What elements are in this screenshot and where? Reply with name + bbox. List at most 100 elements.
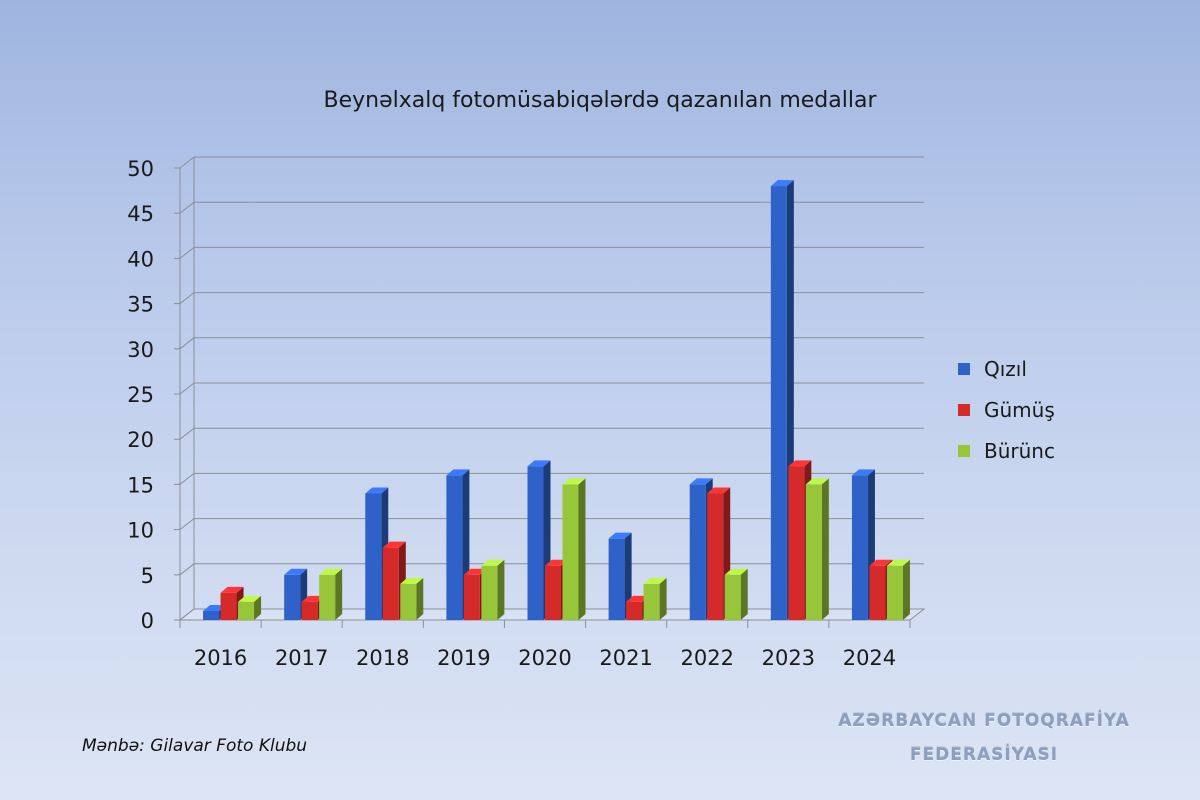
bar-brnc-2023: [805, 478, 829, 620]
x-tick-label: 2022: [680, 646, 733, 670]
bar-front: [365, 493, 382, 620]
bar-side: [659, 577, 667, 620]
y-tick-label: 45: [127, 202, 154, 226]
bar-top: [301, 595, 325, 602]
watermark-line-2: FEDERASİYASI: [909, 745, 1059, 765]
bar-top: [851, 469, 875, 476]
bar-front: [527, 466, 544, 620]
x-tick-label: 2023: [762, 646, 815, 670]
bar-front: [382, 547, 399, 620]
bar-top: [220, 586, 244, 593]
bar-front: [301, 601, 318, 620]
bar-side: [624, 532, 632, 620]
bar-front: [562, 484, 579, 620]
bar-front: [446, 475, 463, 620]
bar-front: [851, 475, 868, 620]
bar-brnc-2020: [562, 478, 586, 620]
bar-top: [463, 568, 487, 575]
bar-qzl-2021: [608, 532, 632, 620]
bar-front: [545, 565, 561, 620]
gridline-side: [179, 563, 195, 576]
bar-front: [724, 574, 741, 620]
bar-top: [284, 568, 308, 575]
bar-top: [562, 478, 586, 485]
bar-top: [643, 577, 667, 584]
bar-front: [220, 592, 237, 620]
bar-top: [319, 568, 343, 575]
x-tick-label: 2021: [599, 646, 652, 670]
bar-top: [365, 487, 389, 494]
bar-side: [821, 478, 829, 620]
bar-front: [689, 484, 706, 620]
gridline-side: [179, 201, 195, 214]
bar-top: [770, 180, 794, 187]
bar-brnc-2017: [319, 568, 343, 620]
y-tick-label: 40: [127, 247, 154, 271]
bar-top: [527, 460, 551, 467]
y-tick-label: 5: [141, 564, 154, 588]
bar-side: [740, 568, 748, 620]
bar-top: [238, 595, 262, 602]
bar-top: [869, 559, 893, 566]
gridline-side: [179, 427, 195, 440]
bar-top: [724, 568, 748, 575]
bar-brnc-2018: [400, 577, 424, 620]
gridline-side: [179, 292, 195, 304]
chart-title: Beynəlxalq fotomüsabiqələrdə qazanılan m…: [323, 88, 877, 113]
bar-top: [446, 469, 470, 476]
bar-front: [869, 565, 886, 620]
bar-top: [203, 604, 227, 611]
y-tick-label: 25: [127, 383, 154, 407]
y-tick-label: 10: [127, 519, 154, 543]
legend-swatch: [958, 403, 970, 416]
x-tick-label: 2016: [194, 646, 247, 670]
bar-front: [608, 538, 625, 620]
legend: Qızıl Gümüş Bürünc: [958, 348, 1055, 471]
y-tick-label: 35: [127, 293, 154, 317]
legend-label: Gümüş: [984, 397, 1055, 422]
legend-swatch: [958, 444, 970, 457]
bar-front: [284, 574, 301, 620]
bar-brnc-2016: [238, 595, 262, 620]
bar-front: [319, 574, 336, 620]
bar-side: [497, 559, 505, 620]
bar-front: [707, 493, 724, 620]
bar-brnc-2024: [886, 559, 910, 620]
bar-front: [463, 574, 480, 620]
bar-top: [400, 577, 424, 584]
bar-front: [626, 601, 643, 620]
bar-front: [886, 565, 903, 620]
bar-side: [578, 478, 586, 620]
source-note: Mənbə: Gilavar Foto Klubu: [82, 736, 308, 756]
bar-front: [805, 484, 822, 620]
legend-swatch: [958, 362, 970, 375]
bar-side: [254, 595, 262, 620]
x-tick-label: 2024: [843, 646, 896, 670]
bar-top: [481, 559, 505, 566]
bar-front: [203, 610, 220, 620]
bar-top: [382, 541, 406, 548]
gridline-side: [179, 473, 195, 485]
legend-label: Qızıl: [984, 356, 1027, 381]
x-tick-label: 2020: [518, 646, 571, 670]
legend-item-burunc: Bürünc: [958, 430, 1055, 471]
legend-label: Bürünc: [984, 438, 1055, 463]
x-tick-label: 2018: [356, 646, 409, 670]
y-tick-label: 50: [127, 157, 154, 181]
bar-front: [643, 583, 660, 620]
y-tick-label: 20: [127, 428, 154, 452]
bar-top: [886, 559, 910, 566]
watermark-line-1: AZƏRBAYCAN FOTOQRAFİYA: [838, 711, 1130, 731]
bar-top: [545, 559, 568, 566]
y-tick-label: 0: [141, 609, 154, 633]
bar-brnc-2019: [481, 559, 505, 620]
gridline-side: [179, 382, 195, 395]
y-tick-label: 30: [127, 338, 154, 362]
bar-top: [626, 595, 650, 602]
bar-top: [608, 532, 632, 539]
legend-item-gumus: Gümüş: [958, 389, 1055, 430]
bar-side: [416, 577, 424, 620]
bar-side: [902, 559, 910, 620]
